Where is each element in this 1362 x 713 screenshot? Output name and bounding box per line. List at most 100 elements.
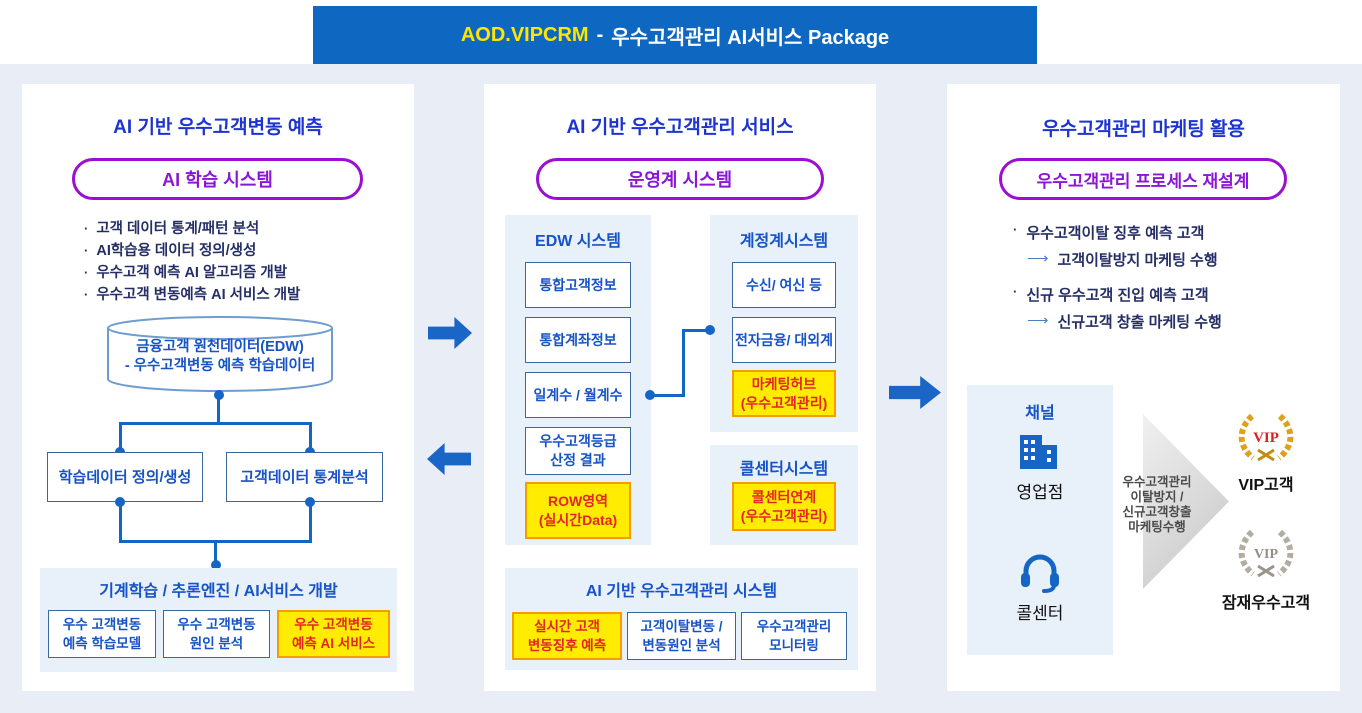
bullet-dot: · xyxy=(84,221,89,236)
flow-head: · 신규 우수고객 진입 예측 고객 xyxy=(1013,284,1222,305)
box-label: 우수고객등급 산정 결과 xyxy=(539,433,617,468)
box-ebanking-external: 전자금융/ 대외계 xyxy=(732,317,836,363)
flow-group-churn: · 우수고객이탈 징후 예측 고객 ⟶ 고객이탈방지 마케팅 수행 xyxy=(1013,222,1218,270)
connector-line xyxy=(119,502,122,542)
card-marketing-utilization: 우수고객관리 마케팅 활용 우수고객관리 프로세스 재설계 · 우수고객이탈 징… xyxy=(947,84,1340,691)
header-title: 우수고객관리 AI서비스 Package xyxy=(611,26,890,49)
edw-system-panel: EDW 시스템 통합고객정보 통합계좌정보 일계수 / 월계수 우수고객등급 산… xyxy=(505,215,651,545)
box-label: 일계수 / 월계수 xyxy=(533,386,623,403)
header-brand: AOD.VIPCRM xyxy=(460,23,589,46)
flow-arrow-icon: ⟶ xyxy=(1027,312,1049,329)
building-icon xyxy=(1016,433,1064,471)
flow-result: ⟶ 신규고객 창출 마케팅 수행 xyxy=(1013,311,1222,332)
edw-panel-title: EDW 시스템 xyxy=(535,233,621,250)
box-integrated-customer-info: 통합고객정보 xyxy=(525,262,631,308)
bullet-dot: · xyxy=(1013,284,1018,299)
bullet-text: 우수고객 예측 AI 알고리즘 개발 xyxy=(96,265,288,281)
flow-result-text: 신규고객 창출 마케팅 수행 xyxy=(1057,314,1222,331)
box-label: ROW영역 (실시간Data) xyxy=(538,492,618,528)
left-bullet-list: · 고객 데이터 통계/패턴 분석 · AI학습용 데이터 정의/생성 · 우수고객 … xyxy=(84,218,300,306)
card-operational-service: AI 기반 우수고객관리 서비스 운영계 시스템 EDW 시스템 통합고객정보 … xyxy=(484,84,876,691)
middle-card-title: AI 기반 우수고객관리 서비스 xyxy=(566,117,794,138)
bullet-item: · 우수고객 변동예측 AI 서비스 개발 xyxy=(84,284,300,306)
bullet-text: AI학습용 데이터 정의/생성 xyxy=(96,243,257,259)
card-ai-learning: AI 기반 우수고객변동 예측 AI 학습 시스템 · 고객 데이터 통계/패턴 … xyxy=(22,84,414,691)
connector-line xyxy=(119,422,122,452)
box-label: 마케팅허브 (우수고객관리) xyxy=(740,375,828,411)
channel-panel-title: 채널 xyxy=(1025,405,1055,422)
box-prediction-ai-service: 우수 고객변동 예측 AI 서비스 xyxy=(277,610,390,658)
vip-customer-label: VIP고객 xyxy=(1238,477,1294,494)
box-marketing-hub: 마케팅허브 (우수고객관리) xyxy=(732,370,836,417)
flow-head-text: 우수고객이탈 징후 예측 고객 xyxy=(1026,225,1205,242)
box-row-realtime-data: ROW영역 (실시간Data) xyxy=(525,482,631,539)
ai-panel-title: AI 기반 우수고객관리 시스템 xyxy=(585,583,778,600)
box-deposit-loan: 수신/ 여신 등 xyxy=(732,262,836,308)
channel-label-branch: 영업점 xyxy=(1016,483,1064,502)
bullet-dot: · xyxy=(84,287,89,302)
edw-source-database: 금융고객 원천데이터(EDW) - 우수고객변동 예측 학습데이터 xyxy=(104,314,336,396)
marketing-flow-note: 우수고객관리 이탈방지 / 신규고객창출 마케팅수행 xyxy=(1122,475,1192,534)
box-vip-monitoring: 우수고객관리 모니터링 xyxy=(741,612,847,660)
connector-dot xyxy=(211,560,221,570)
vip-gold-emblem: VIP xyxy=(1253,430,1279,446)
connector-line xyxy=(309,422,312,452)
flow-result: ⟶ 고객이탈방지 마케팅 수행 xyxy=(1013,249,1218,270)
ml-panel-title: 기계학습 / 추론엔진 / AI서비스 개발 xyxy=(99,583,338,600)
connector-line xyxy=(217,394,220,424)
connector-dot xyxy=(705,325,715,335)
bullet-item: · 우수고객 예측 AI 알고리즘 개발 xyxy=(84,262,300,284)
box-label: 전자금융/ 대외계 xyxy=(735,331,833,348)
middle-oval-label: 운영계 시스템 xyxy=(627,170,733,190)
ai-management-panel: AI 기반 우수고객관리 시스템 실시간 고객 변동징후 예측 고객이탈변동 /… xyxy=(505,568,858,670)
box-integrated-account-info: 통합계좌정보 xyxy=(525,317,631,363)
bullet-text: 우수고객 변동예측 AI 서비스 개발 xyxy=(96,287,301,303)
box-label: 통합고객정보 xyxy=(539,276,617,293)
flow-group-new-vip: · 신규 우수고객 진입 예측 고객 ⟶ 신규고객 창출 마케팅 수행 xyxy=(1013,284,1222,332)
box-label: 고객이탈변동 / 변동원인 분석 xyxy=(640,619,723,653)
middle-oval-operational-system: 운영계 시스템 xyxy=(536,158,824,200)
left-oval-label: AI 학습 시스템 xyxy=(162,170,273,190)
box-prediction-model: 우수 고객변동 예측 학습모델 xyxy=(48,610,156,658)
bullet-item: · AI학습용 데이터 정의/생성 xyxy=(84,240,300,262)
box-daily-monthly-count: 일계수 / 월계수 xyxy=(525,372,631,418)
left-card-title: AI 기반 우수고객변동 예측 xyxy=(113,117,323,138)
bullet-item: · 고객 데이터 통계/패턴 분석 xyxy=(84,218,300,240)
connector-line xyxy=(214,540,217,565)
flow-arrow-icon: ⟶ xyxy=(1027,250,1049,267)
box-churn-cause-analysis: 고객이탈변동 / 변동원인 분석 xyxy=(627,612,736,660)
right-card-title: 우수고객관리 마케팅 활용 xyxy=(1042,119,1245,140)
box-realtime-sign-prediction: 실시간 고객 변동징후 예측 xyxy=(512,612,622,660)
bullet-dot: · xyxy=(84,243,89,258)
flow-result-text: 고객이탈방지 마케팅 수행 xyxy=(1057,252,1218,269)
box-cause-analysis: 우수 고객변동 원인 분석 xyxy=(163,610,270,658)
box-callcenter-link: 콜센터연계 (우수고객관리) xyxy=(732,482,836,531)
ml-engine-panel: 기계학습 / 추론엔진 / AI서비스 개발 우수 고객변동 예측 학습모델 우… xyxy=(40,568,397,672)
right-oval-label: 우수고객관리 프로세스 재설계 xyxy=(1036,171,1250,191)
vip-silver-laurel-icon: VIP xyxy=(1234,528,1298,580)
box-label: 우수고객관리 모니터링 xyxy=(756,619,832,653)
bullet-text: 고객 데이터 통계/패턴 분석 xyxy=(96,221,260,237)
callcenter-system-panel: 콜센터시스템 콜센터연계 (우수고객관리) xyxy=(710,445,858,545)
right-oval-process-redesign: 우수고객관리 프로세스 재설계 xyxy=(999,158,1287,200)
box-label: 우수 고객변동 예측 AI 서비스 xyxy=(291,617,376,651)
callcenter-panel-title: 콜센터시스템 xyxy=(739,461,829,478)
header-dash: - xyxy=(596,23,604,46)
connector-line xyxy=(682,329,709,332)
left-oval-ai-learning-system: AI 학습 시스템 xyxy=(72,158,363,200)
flow-head-text: 신규 우수고객 진입 예측 고객 xyxy=(1026,287,1209,304)
connector-line xyxy=(119,422,312,425)
box-training-data-define: 학습데이터 정의/생성 xyxy=(47,452,203,502)
headset-icon xyxy=(1018,551,1062,593)
box-label: 실시간 고객 변동징후 예측 xyxy=(527,619,607,653)
connector-line xyxy=(649,394,685,397)
box-label: 학습데이터 정의/생성 xyxy=(58,468,192,486)
vip-gold-laurel-icon: VIP xyxy=(1234,412,1298,464)
bullet-dot: · xyxy=(1013,222,1018,237)
box-customer-data-stats: 고객데이터 통계분석 xyxy=(226,452,383,502)
header-bar: AOD.VIPCRM - 우수고객관리 AI서비스 Package xyxy=(313,6,1037,64)
account-system-panel: 계정계시스템 수신/ 여신 등 전자금융/ 대외계 마케팅허브 (우수고객관리) xyxy=(710,215,858,432)
account-panel-title: 계정계시스템 xyxy=(739,233,829,250)
flow-head: · 우수고객이탈 징후 예측 고객 xyxy=(1013,222,1218,243)
channel-panel: 채널 영업점 콜센터 xyxy=(967,385,1113,655)
